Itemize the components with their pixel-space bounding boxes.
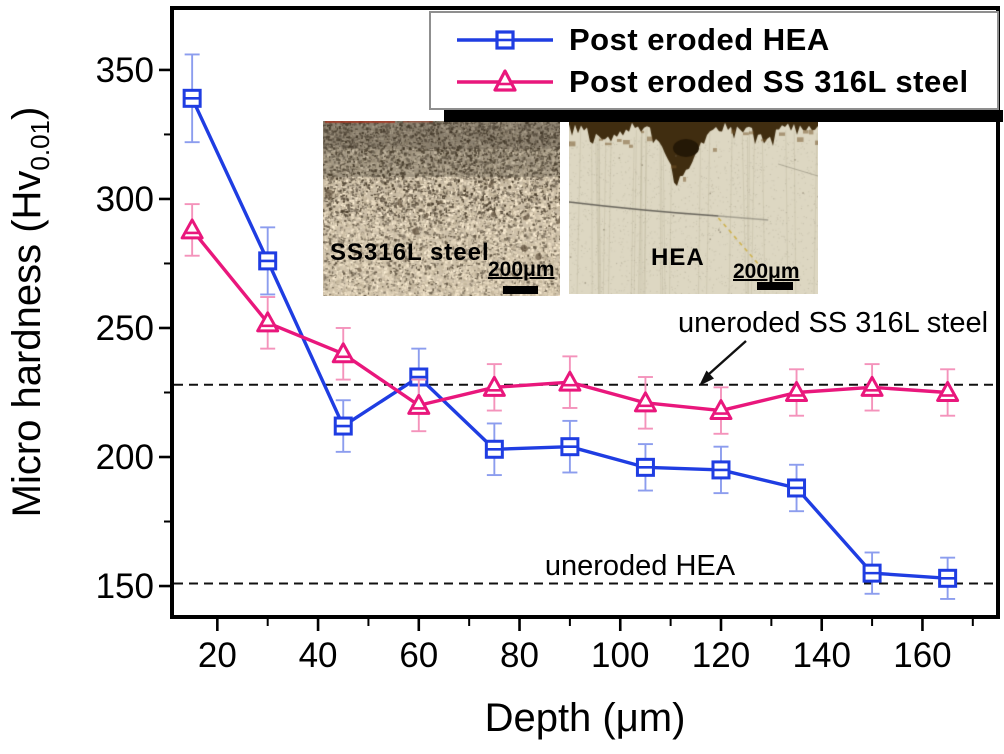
inset-micrograph-hea: HEA 200μm bbox=[569, 114, 818, 294]
ss316l-micrograph-texture bbox=[323, 121, 560, 296]
plot-frame bbox=[170, 6, 1000, 619]
x-axis-title: Depth (μm) bbox=[485, 696, 686, 740]
annotation-uneroded-hea: uneroded HEA bbox=[545, 550, 736, 582]
scalebar-label-hea: 200μm bbox=[733, 260, 800, 283]
legend-label: Post eroded HEA bbox=[569, 21, 830, 57]
legend-item-post-eroded-hea: Post eroded HEA bbox=[455, 19, 997, 61]
y-tick-label: 200 bbox=[96, 438, 154, 477]
inset-label-hea: HEA bbox=[651, 244, 705, 271]
legend-sample-line-square-icon bbox=[457, 29, 553, 50]
inset-label-ss316l: SS316L steel bbox=[330, 239, 490, 266]
x-tick-label: 140 bbox=[793, 636, 851, 675]
annotation-arrow bbox=[708, 340, 747, 375]
annotation-arrowhead-icon bbox=[699, 370, 714, 386]
x-tick-label: 20 bbox=[198, 636, 237, 675]
inset-micrograph-ss316l: SS316L steel 200μm bbox=[323, 121, 560, 296]
series-post-eroded-hea bbox=[182, 53, 958, 600]
scalebar-ss316l bbox=[503, 286, 538, 294]
y-tick-label: 350 bbox=[96, 51, 154, 90]
y-tick-label: 300 bbox=[96, 180, 154, 219]
chart-legend: Post eroded HEA Post eroded SS 316L stee… bbox=[429, 11, 999, 110]
legend-label: Post eroded SS 316L steel bbox=[569, 63, 969, 99]
x-tick-label: 160 bbox=[893, 636, 951, 675]
x-tick-label: 100 bbox=[591, 636, 649, 675]
y-axis-title: Micro hardness (Hv0.01) bbox=[5, 107, 55, 518]
x-tick-label: 80 bbox=[500, 636, 539, 675]
series-post-eroded-ss-316l-steel bbox=[180, 203, 960, 435]
y-tick-label: 150 bbox=[96, 567, 154, 606]
hea-micrograph-texture bbox=[569, 114, 818, 294]
x-tick-label: 60 bbox=[399, 636, 438, 675]
legend-drop-shadow bbox=[444, 110, 1003, 122]
x-tick-label: 120 bbox=[692, 636, 750, 675]
scalebar-hea bbox=[757, 282, 793, 290]
y-tick-label: 250 bbox=[96, 309, 154, 348]
x-tick-label: 40 bbox=[299, 636, 338, 675]
annotation-uneroded-ss316l: uneroded SS 316L steel bbox=[678, 307, 988, 339]
legend-sample-line-triangle-icon bbox=[457, 68, 553, 92]
scalebar-label-ss316l: 200μm bbox=[488, 258, 555, 281]
legend-item-post-eroded-ss316l: Post eroded SS 316L steel bbox=[455, 61, 997, 103]
axis-ticks: 150 200 250 300 350 20 40 60 80 100 120 140 160 bbox=[96, 51, 974, 675]
